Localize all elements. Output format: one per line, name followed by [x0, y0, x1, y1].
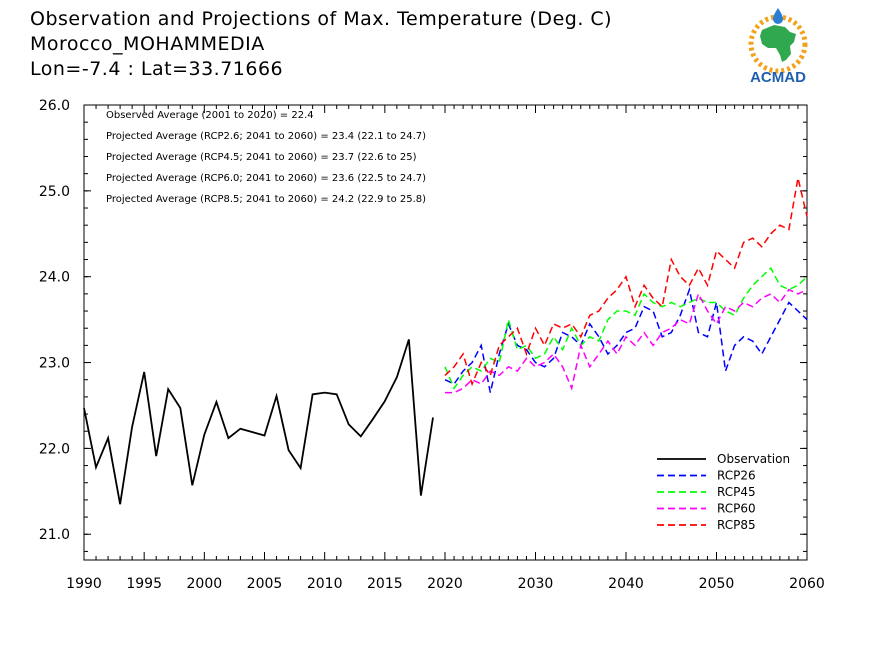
legend-label: Observation	[717, 452, 790, 466]
x-tick-label: 2015	[367, 576, 403, 592]
legend: Observation RCP26 RCP45 RCP60 RCP85	[657, 452, 790, 532]
series-lines	[83, 177, 808, 505]
x-tick-label: 1995	[126, 576, 162, 592]
series-observation	[83, 339, 434, 505]
legend-label: RCP60	[717, 502, 756, 516]
annotation-line: Projected Average (RCP8.5; 2041 to 2060)…	[106, 194, 426, 205]
y-tick-label: 24.0	[39, 270, 70, 286]
chart-title: Observation and Projections of Max. Temp…	[30, 8, 613, 30]
water-drop-icon	[773, 8, 783, 24]
y-tick-label: 21.0	[39, 527, 70, 543]
annotation-line: Projected Average (RCP4.5; 2041 to 2060)…	[106, 152, 417, 163]
x-tick-label: 2050	[699, 576, 735, 592]
legend-label: RCP85	[717, 518, 756, 532]
series-rcp60	[445, 288, 808, 394]
series-rcp45	[444, 266, 808, 390]
series-rcp26	[444, 286, 808, 393]
annotation-line: Projected Average (RCP2.6; 2041 to 2060)…	[106, 131, 426, 142]
x-tick-label: 2005	[247, 576, 283, 592]
coordinates: Lon=-7.4 : Lat=33.71666	[30, 58, 284, 80]
logo-text: ACMAD	[750, 69, 806, 86]
y-tick-label: 26.0	[39, 98, 70, 114]
series-rcp85	[444, 177, 808, 387]
y-tick-label: 23.0	[39, 356, 70, 372]
legend-label: RCP26	[717, 469, 756, 483]
legend-label: RCP45	[717, 485, 756, 499]
annotation-line: Observed Average (2001 to 2020) = 22.4	[106, 110, 314, 121]
axis-ticks: 21.0 22.0 23.0 24.0 25.0 26.0 1990 1995 2000 2005…	[39, 98, 825, 592]
annotation-line: Projected Average (RCP6.0; 2041 to 2060)…	[106, 173, 426, 184]
x-tick-label: 2060	[789, 576, 825, 592]
x-tick-label: 2030	[518, 576, 554, 592]
x-tick-label: 1990	[66, 576, 102, 592]
x-tick-label: 2010	[307, 576, 343, 592]
station-name: Morocco_MOHAMMEDIA	[30, 33, 265, 55]
africa-shape	[760, 25, 796, 62]
acmad-logo: ACMAD	[748, 8, 808, 86]
annotations: Observed Average (2001 to 2020) = 22.4 Pr…	[106, 110, 426, 205]
x-tick-label: 2000	[187, 576, 223, 592]
y-tick-label: 25.0	[39, 184, 70, 200]
x-tick-label: 2020	[427, 576, 463, 592]
x-tick-label: 2040	[608, 576, 644, 592]
y-tick-label: 22.0	[39, 441, 70, 457]
